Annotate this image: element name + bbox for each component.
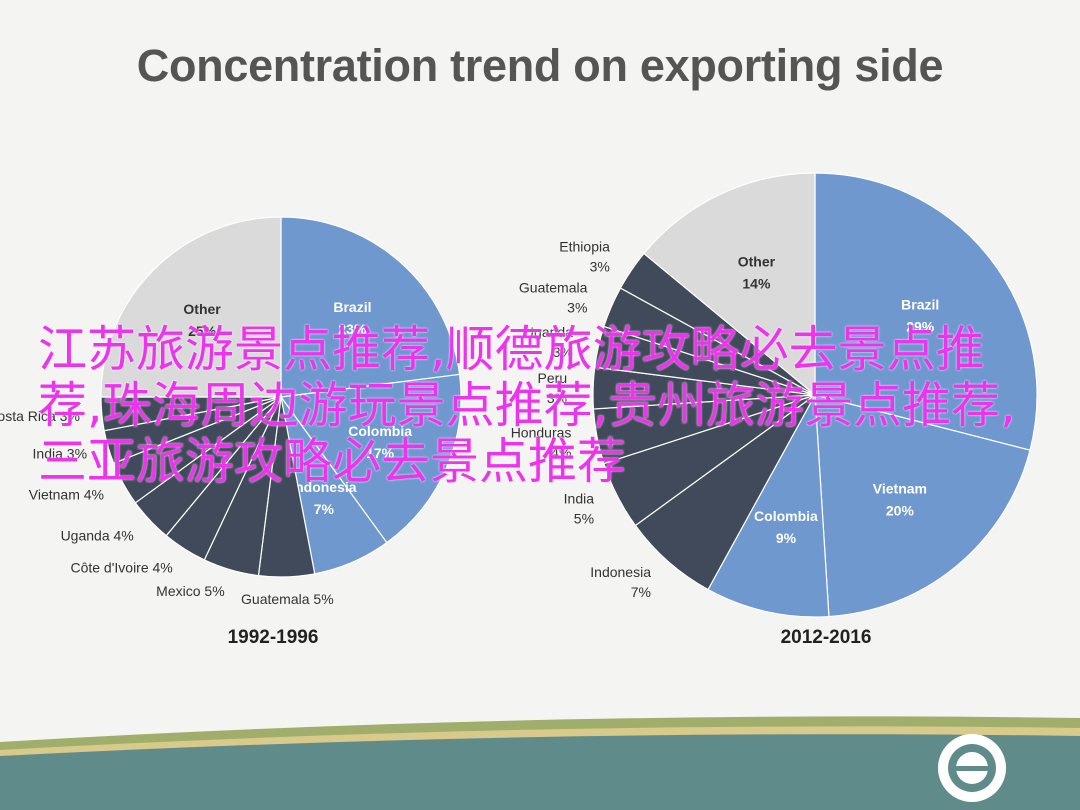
circle-logo-icon xyxy=(938,734,1006,802)
svg-text:India 3%: India 3% xyxy=(33,445,87,461)
chart-title-1992-1996: 1992-1996 xyxy=(227,627,319,648)
svg-text:Vietnam: Vietnam xyxy=(873,481,927,497)
svg-text:7%: 7% xyxy=(631,584,651,600)
slice-label-1992-1996-brazil: Brazil 23% xyxy=(333,299,371,337)
slice-label-2012-2016-indonesia: Indonesia 7% xyxy=(590,564,651,600)
slice-label-2012-2016-vietnam: Vietnam 20% xyxy=(873,481,927,519)
slice-label-1992-1996-india: India 3% xyxy=(33,445,87,461)
slice-label-2012-2016-guatemala: Guatemala 3% xyxy=(519,280,588,316)
chart-title-2012-2016: 2012-2016 xyxy=(780,627,872,648)
svg-text:9%: 9% xyxy=(776,530,797,546)
svg-text:Indonesia: Indonesia xyxy=(291,479,357,495)
pie-slice-2012-2016-colombia xyxy=(707,392,830,618)
svg-text:Colombia: Colombia xyxy=(348,423,412,439)
pie-slice-2012-2016-vietnam xyxy=(814,394,1031,618)
svg-text:Colombia: Colombia xyxy=(754,508,818,524)
pie-slice-1992-1996-other xyxy=(100,216,282,398)
slice-label-1992-1996-other: Other 25% xyxy=(183,301,221,339)
pie-slice-2012-2016-brazil xyxy=(814,172,1038,451)
slice-label-2012-2016-other: Other 14% xyxy=(738,253,776,291)
svg-text:Guatemala: Guatemala xyxy=(519,280,588,296)
svg-text:Ethiopia: Ethiopia xyxy=(559,239,610,255)
slice-label-1992-1996-costa-rica: Costa Rica 3% xyxy=(0,408,80,424)
svg-text:Mexico 5%: Mexico 5% xyxy=(156,583,224,599)
pie-slice-2012-2016-other xyxy=(643,172,816,397)
svg-text:14%: 14% xyxy=(742,275,771,291)
svg-text:25%: 25% xyxy=(188,323,217,339)
svg-text:Uganda 4%: Uganda 4% xyxy=(61,527,134,543)
svg-text:Vietnam 4%: Vietnam 4% xyxy=(29,486,104,502)
charts-canvas: Brazil 23% Colombia 17% Indonesia 7% Guatemala… xyxy=(0,172,1038,618)
svg-text:17%: 17% xyxy=(366,445,395,461)
footer-teal-band xyxy=(0,734,1080,810)
svg-text:Costa Rica 3%: Costa Rica 3% xyxy=(0,408,80,424)
svg-text:Honduras: Honduras xyxy=(511,424,572,440)
svg-text:Brazil: Brazil xyxy=(333,299,371,315)
svg-text:Peru: Peru xyxy=(538,370,568,386)
slice-label-2012-2016-ethiopia: Ethiopia 3% xyxy=(559,239,610,275)
svg-text:Côte d'Ivoire 4%: Côte d'Ivoire 4% xyxy=(70,560,172,576)
pie-slice-1992-1996-brazil xyxy=(280,216,461,398)
overlay-watermark-text: 江苏旅游景点推荐,顺德旅游攻略必去景点推荐,珠海周边游玩景点推荐,贵州旅游景点推… xyxy=(38,321,1016,490)
svg-text:23%: 23% xyxy=(338,321,367,337)
slice-label-1992-1996-indonesia: Indonesia 7% xyxy=(291,479,357,517)
svg-text:3%: 3% xyxy=(567,300,587,316)
svg-text:Uganda: Uganda xyxy=(524,324,573,340)
svg-text:4%: 4% xyxy=(551,444,571,460)
svg-text:India: India xyxy=(564,491,595,507)
svg-text:Guatemala 5%: Guatemala 5% xyxy=(241,591,334,607)
svg-text:20%: 20% xyxy=(886,503,915,519)
slide-title: Concentration trend on exporting side xyxy=(136,40,944,91)
slice-label-2012-2016-honduras: Honduras 4% xyxy=(511,424,572,460)
slice-label-2012-2016-colombia: Colombia 9% xyxy=(754,508,818,546)
svg-text:Indonesia: Indonesia xyxy=(590,564,651,580)
pie-slice-1992-1996-colombia xyxy=(279,373,462,544)
slice-label-2012-2016-peru: Peru 3% xyxy=(538,370,568,406)
svg-text:Brazil: Brazil xyxy=(901,296,939,312)
svg-text:3%: 3% xyxy=(590,259,610,275)
slice-label-1992-1996-mexico: Mexico 5% xyxy=(156,583,224,599)
slice-label-2012-2016-brazil: Brazil 29% xyxy=(901,296,939,334)
svg-text:5%: 5% xyxy=(574,511,594,527)
svg-text:29%: 29% xyxy=(906,318,935,334)
slice-label-1992-1996-uganda: Uganda 4% xyxy=(61,527,134,543)
slice-label-2012-2016-india: India 5% xyxy=(564,491,595,527)
svg-text:3%: 3% xyxy=(553,344,573,360)
slice-label-1992-1996-guatemala: Guatemala 5% xyxy=(241,591,334,607)
slice-label-1992-1996-cote-d-ivoire: Côte d'Ivoire 4% xyxy=(70,560,172,576)
svg-text:Other: Other xyxy=(183,301,221,317)
svg-text:Other: Other xyxy=(738,253,776,269)
svg-text:3%: 3% xyxy=(547,390,567,406)
svg-text:7%: 7% xyxy=(314,501,335,517)
footer-band xyxy=(0,716,1080,810)
slice-label-2012-2016-uganda: Uganda 3% xyxy=(524,324,573,360)
slice-label-1992-1996-vietnam: Vietnam 4% xyxy=(29,486,104,502)
slice-label-1992-1996-colombia: Colombia 17% xyxy=(348,423,412,461)
